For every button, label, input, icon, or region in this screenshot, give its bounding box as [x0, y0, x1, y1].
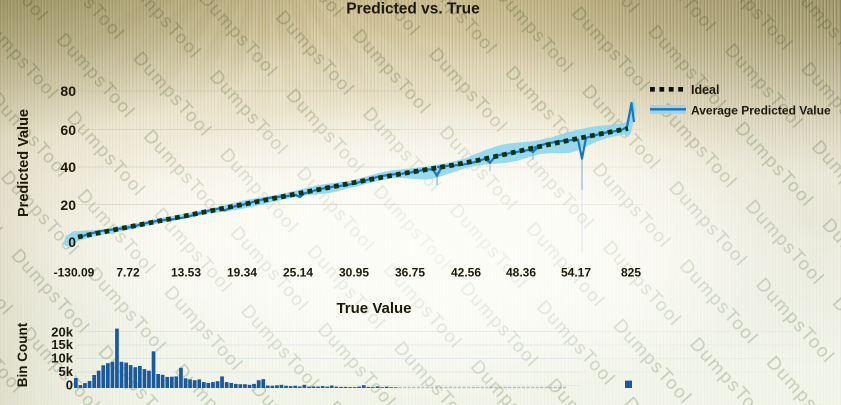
svg-text:825: 825 — [621, 266, 641, 280]
svg-text:20: 20 — [60, 197, 76, 213]
svg-text:13.53: 13.53 — [171, 266, 201, 280]
svg-text:Average Predicted Value: Average Predicted Value — [691, 104, 831, 118]
svg-text:Ideal: Ideal — [691, 83, 720, 97]
svg-text:54.17: 54.17 — [561, 266, 591, 280]
svg-text:15k: 15k — [51, 337, 73, 352]
svg-text:60: 60 — [60, 122, 76, 138]
svg-text:True Value: True Value — [336, 300, 411, 317]
svg-text:42.56: 42.56 — [451, 266, 481, 280]
svg-text:0: 0 — [68, 234, 76, 250]
svg-text:10k: 10k — [51, 351, 73, 366]
svg-text:80: 80 — [60, 83, 76, 99]
svg-text:5k: 5k — [59, 364, 74, 379]
svg-text:19.34: 19.34 — [227, 266, 257, 280]
svg-text:30.95: 30.95 — [339, 266, 369, 280]
svg-text:25.14: 25.14 — [283, 266, 313, 280]
svg-text:Bin Count: Bin Count — [15, 322, 30, 387]
svg-text:7.72: 7.72 — [116, 266, 140, 280]
svg-text:0: 0 — [66, 378, 73, 393]
svg-text:-130.09: -130.09 — [54, 266, 95, 280]
svg-text:40: 40 — [60, 159, 76, 175]
svg-text:36.75: 36.75 — [395, 266, 425, 280]
svg-text:20k: 20k — [51, 325, 73, 340]
svg-text:Predicted Value: Predicted Value — [16, 109, 32, 217]
svg-text:Predicted vs. True: Predicted vs. True — [346, 1, 480, 18]
svg-text:48.36: 48.36 — [506, 266, 536, 280]
